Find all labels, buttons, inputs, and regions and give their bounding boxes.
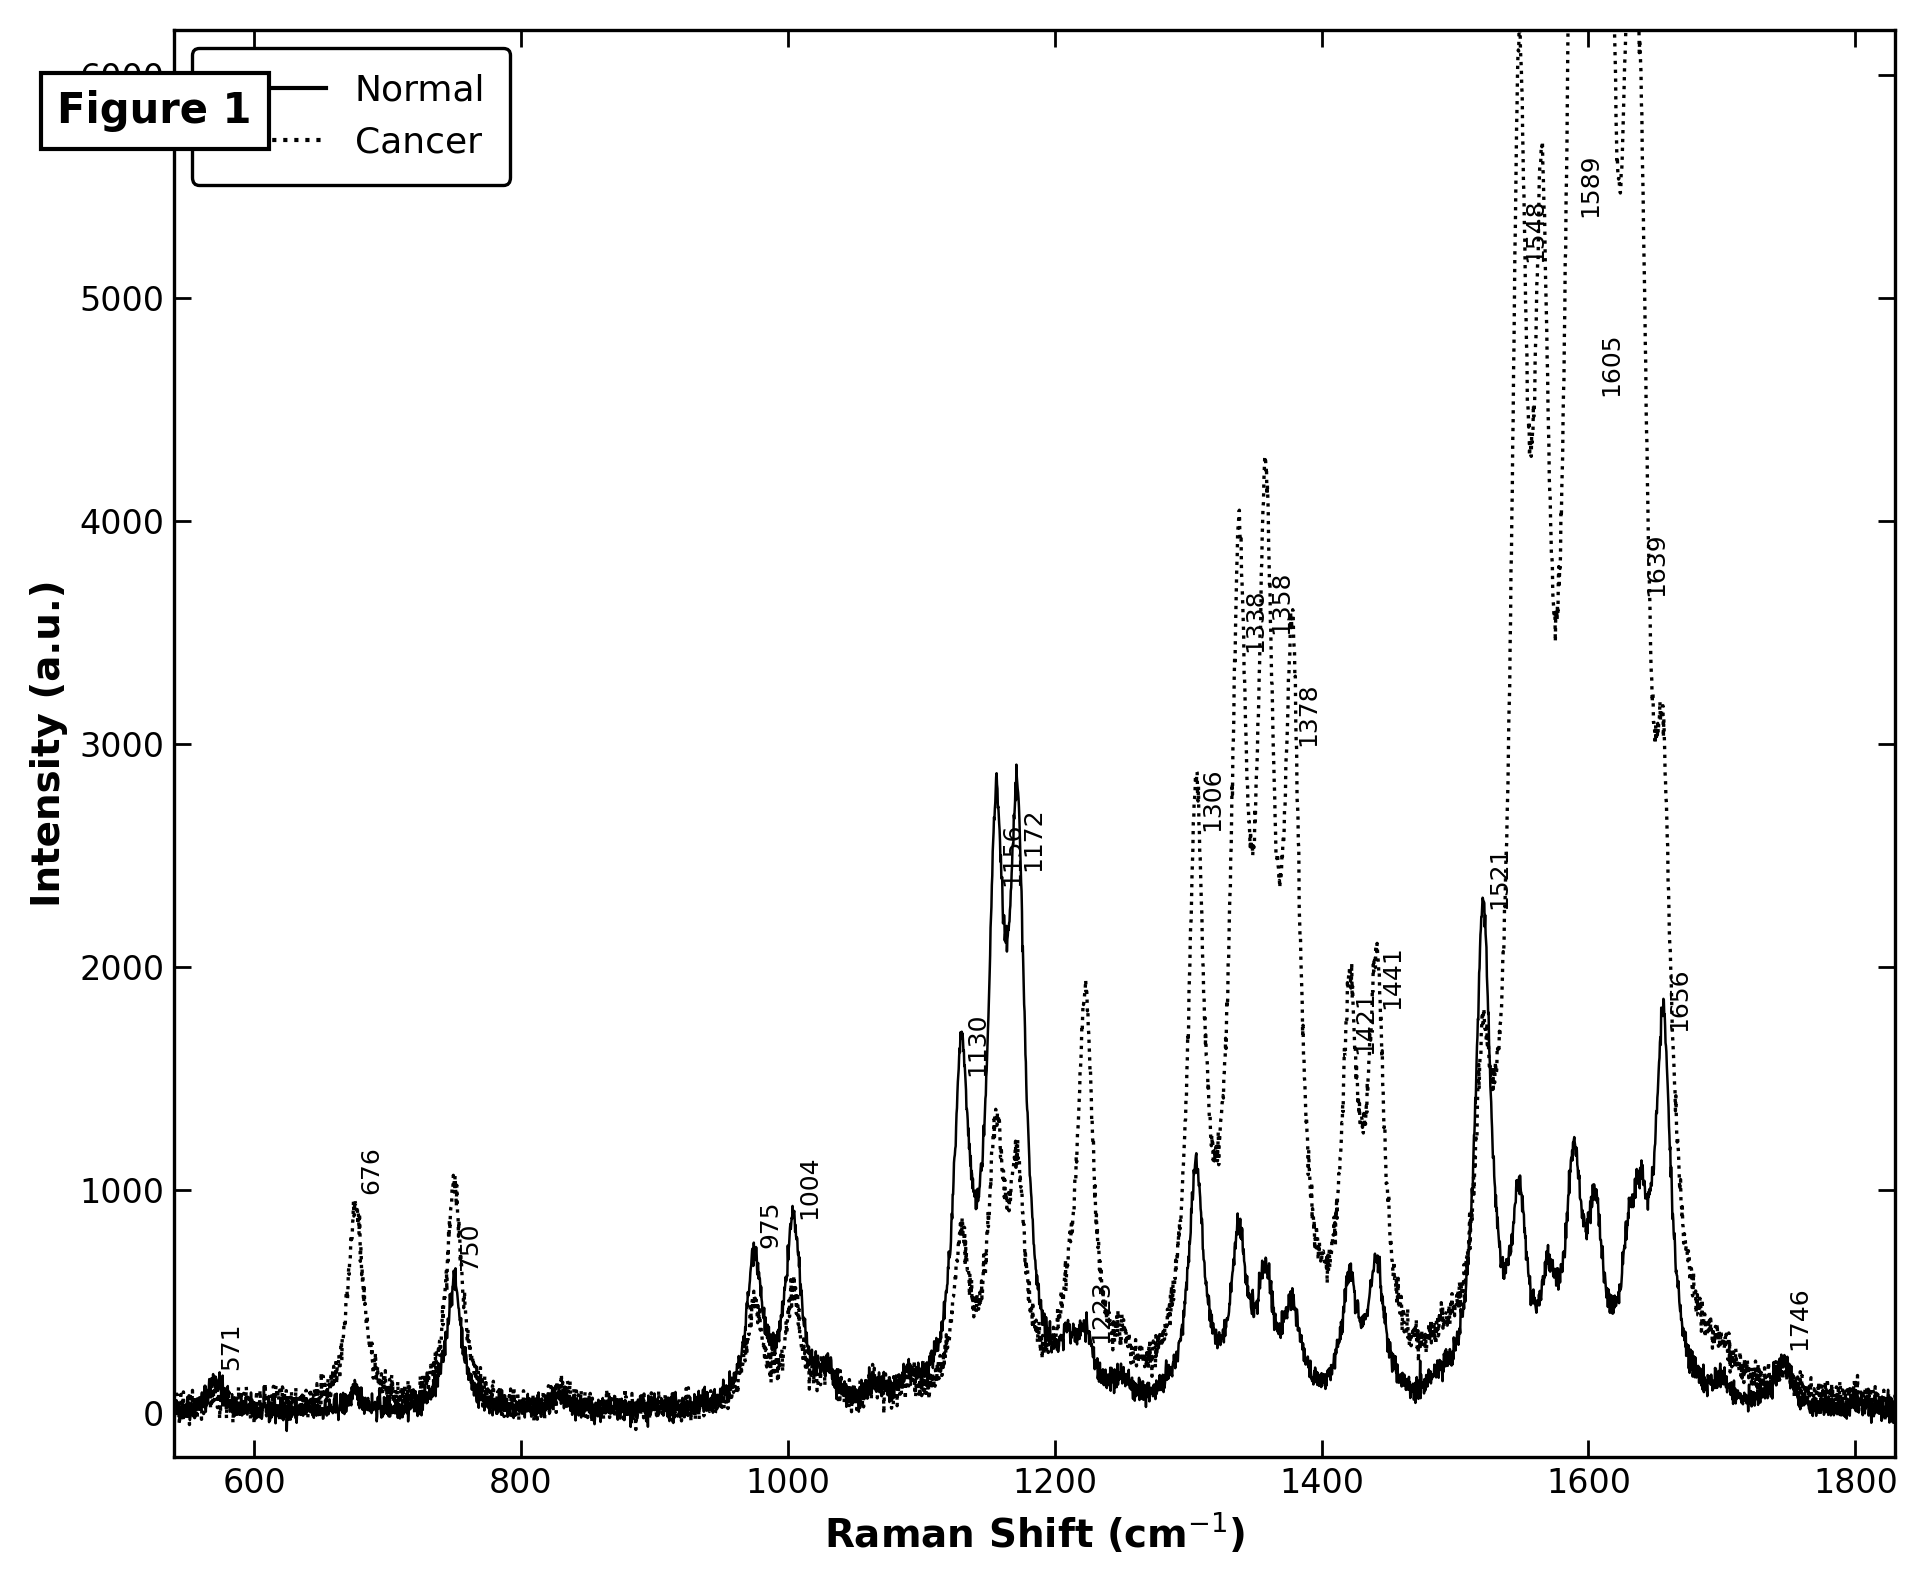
Cancer bbox=[1884, 1390, 1907, 1409]
Normal bbox=[1832, 1406, 1855, 1425]
Text: 1358: 1358 bbox=[1269, 571, 1293, 634]
Text: 1223: 1223 bbox=[1090, 1279, 1113, 1344]
Text: 1338: 1338 bbox=[1242, 588, 1265, 651]
X-axis label: Raman Shift (cm$^{-1}$): Raman Shift (cm$^{-1}$) bbox=[823, 1511, 1244, 1555]
Cancer bbox=[624, 1420, 647, 1439]
Normal bbox=[885, 1374, 908, 1393]
Normal bbox=[1745, 1388, 1768, 1407]
Cancer bbox=[885, 1379, 908, 1398]
Text: 1605: 1605 bbox=[1598, 333, 1623, 396]
Text: 1521: 1521 bbox=[1486, 845, 1511, 908]
Text: 975: 975 bbox=[757, 1200, 782, 1247]
Normal bbox=[162, 1398, 185, 1417]
Text: 1639: 1639 bbox=[1644, 533, 1667, 596]
Text: 1378: 1378 bbox=[1296, 682, 1320, 747]
Text: 1441: 1441 bbox=[1379, 945, 1403, 1010]
Normal bbox=[980, 867, 1003, 886]
Normal bbox=[1005, 754, 1028, 773]
Text: 1306: 1306 bbox=[1200, 767, 1223, 831]
Line: Cancer: Cancer bbox=[174, 0, 1895, 1430]
Cancer bbox=[1412, 1336, 1435, 1355]
Line: Normal: Normal bbox=[174, 764, 1895, 1431]
Text: 1548: 1548 bbox=[1522, 198, 1546, 262]
Cancer bbox=[898, 1365, 922, 1384]
Normal bbox=[274, 1422, 298, 1441]
Text: 1130: 1130 bbox=[964, 1013, 989, 1076]
Text: 1746: 1746 bbox=[1787, 1287, 1810, 1350]
Normal bbox=[898, 1357, 922, 1376]
Text: 1589: 1589 bbox=[1577, 154, 1602, 217]
Normal bbox=[1412, 1381, 1435, 1400]
Cancer bbox=[980, 1140, 1003, 1159]
Y-axis label: Intensity (a.u.): Intensity (a.u.) bbox=[31, 580, 68, 907]
Text: 571: 571 bbox=[218, 1323, 243, 1369]
Cancer bbox=[1832, 1384, 1855, 1403]
Cancer bbox=[162, 1398, 185, 1417]
Text: 1004: 1004 bbox=[796, 1155, 821, 1219]
Text: 750: 750 bbox=[458, 1222, 481, 1270]
Text: 1656: 1656 bbox=[1665, 967, 1690, 1032]
Text: 1421: 1421 bbox=[1352, 989, 1378, 1054]
Text: Figure 1: Figure 1 bbox=[58, 90, 251, 132]
Text: 1172: 1172 bbox=[1020, 807, 1045, 870]
Legend: Normal, Cancer: Normal, Cancer bbox=[191, 48, 510, 185]
Text: 676: 676 bbox=[359, 1146, 383, 1194]
Text: 1156: 1156 bbox=[999, 823, 1024, 886]
Cancer bbox=[1745, 1382, 1768, 1401]
Normal bbox=[1884, 1398, 1907, 1417]
